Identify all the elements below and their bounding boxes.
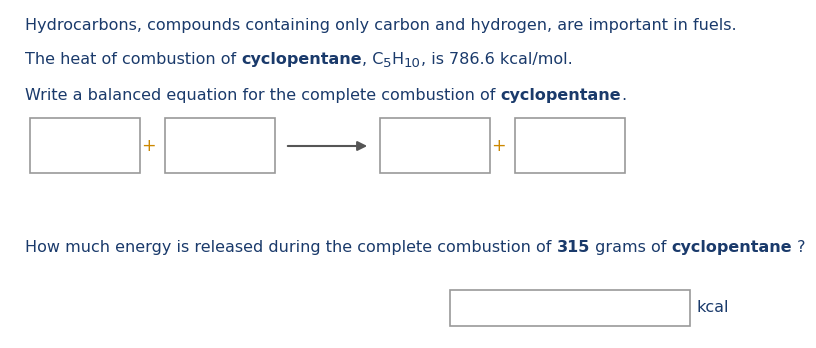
Text: 10: 10	[404, 57, 421, 70]
Text: 315: 315	[557, 240, 590, 255]
Bar	[450, 290, 690, 326]
Text: grams of: grams of	[590, 240, 672, 255]
Text: 786.6 kcal/mol.: 786.6 kcal/mol.	[449, 52, 573, 67]
Bar	[515, 118, 625, 173]
Text: ?: ?	[792, 240, 805, 255]
Text: +: +	[140, 137, 155, 155]
Text: How much energy is released during the complete combustion of: How much energy is released during the c…	[25, 240, 557, 255]
Text: , is: , is	[421, 52, 449, 67]
Text: 5: 5	[384, 57, 392, 70]
Text: cyclopentane: cyclopentane	[672, 240, 792, 255]
Text: Write a balanced equation for the complete combustion of: Write a balanced equation for the comple…	[25, 88, 500, 103]
Text: The heat of combustion of: The heat of combustion of	[25, 52, 242, 67]
Text: +: +	[490, 137, 505, 155]
Text: H: H	[392, 52, 404, 67]
Text: cyclopentane: cyclopentane	[242, 52, 361, 67]
Bar	[380, 118, 490, 173]
Text: Hydrocarbons, compounds containing only carbon and hydrogen, are important in fu: Hydrocarbons, compounds containing only …	[25, 18, 737, 33]
Text: cyclopentane: cyclopentane	[500, 88, 621, 103]
Bar	[30, 118, 140, 173]
Text: , C: , C	[361, 52, 384, 67]
Text: kcal: kcal	[697, 301, 730, 316]
Bar	[165, 118, 275, 173]
Text: .: .	[621, 88, 626, 103]
